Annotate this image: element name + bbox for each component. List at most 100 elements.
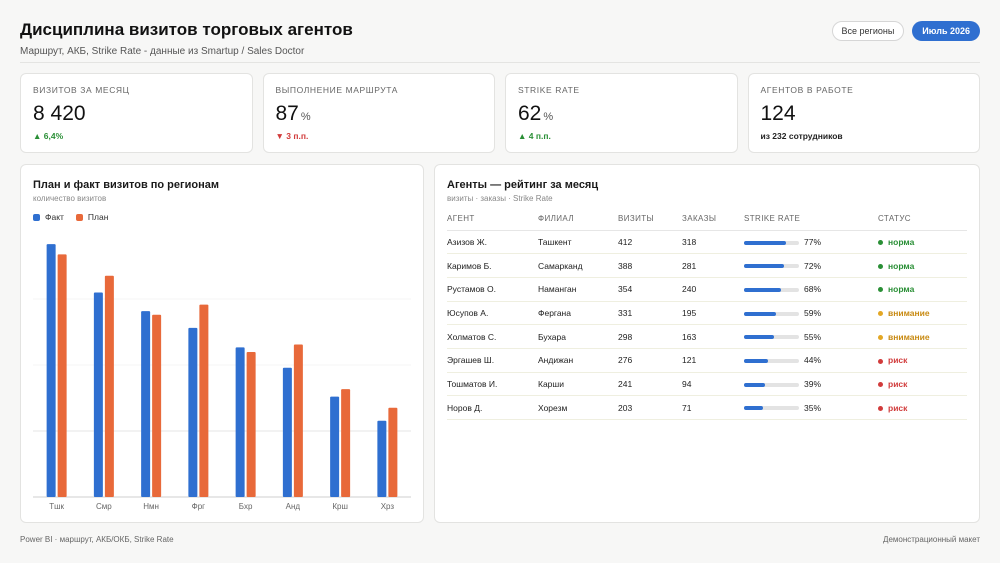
agent-name: Каримов Б. [447, 253, 538, 278]
bar-fact-1[interactable] [93, 292, 103, 497]
visits-value: 241 [618, 372, 682, 397]
status-cell: внимание [878, 324, 967, 349]
x-tick-label: Фрг [192, 502, 206, 511]
x-tick-label: Нмн [143, 502, 159, 511]
status-label: норма [888, 260, 915, 271]
status-label: норма [888, 284, 915, 295]
strike-rate-value: 39% [804, 378, 822, 389]
agent-name: Тошматов И. [447, 372, 538, 397]
legend-item-fact[interactable]: Факт [33, 212, 64, 222]
strike-rate-bar [744, 240, 799, 245]
status-badge: риск [878, 355, 907, 365]
column-header-branch[interactable]: Филиал [538, 208, 618, 231]
status-dot-icon [878, 287, 883, 293]
agent-name: Юсупов А. [447, 301, 538, 326]
strike-rate-value: 55% [804, 331, 822, 342]
table-row[interactable]: Каримов Б. Самарканд 388 281 72% норма [447, 253, 967, 278]
strike-rate-bar-fill [744, 240, 787, 245]
strike-rate-bar-fill [744, 406, 764, 411]
legend-label: Факт [45, 212, 64, 222]
visits-value: 276 [618, 348, 682, 373]
status-label: риск [888, 355, 908, 366]
orders-value: 281 [682, 253, 744, 278]
table-row[interactable]: Норов Д. Хорезм 203 71 35% риск [447, 395, 967, 420]
orders-value: 240 [682, 277, 744, 302]
strike-rate-value: 77% [804, 236, 822, 247]
strike-rate-bar-fill [744, 359, 769, 364]
bar-plan-5[interactable] [293, 344, 303, 497]
kpi-label: Визитов за месяц [33, 85, 130, 95]
table-row[interactable]: Эргашев Ш. Андижан 276 121 44% риск [447, 348, 967, 373]
region-filter-button[interactable]: Все регионы [831, 21, 905, 41]
status-cell: риск [878, 348, 967, 373]
strike-rate-bar-fill [744, 311, 777, 316]
orders-value: 71 [682, 395, 744, 420]
status-dot-icon [878, 263, 883, 269]
x-tick-label: Смр [96, 502, 112, 511]
bar-fact-2[interactable] [141, 311, 151, 497]
chart-title: План и факт визитов по регионам [33, 179, 219, 191]
table-row[interactable]: Тошматов И. Карши 241 94 39% риск [447, 372, 967, 397]
legend-item-plan[interactable]: План [75, 212, 108, 222]
strike-rate-bar-fill [744, 287, 782, 292]
legend-swatch [75, 213, 83, 221]
strike-rate-bar [744, 264, 799, 269]
status-dot-icon [878, 358, 883, 364]
bar-plan-4[interactable] [246, 351, 256, 497]
bar-plan-0[interactable] [57, 254, 67, 497]
bar-plan-6[interactable] [341, 389, 351, 497]
visits-value: 203 [618, 395, 682, 420]
table-row[interactable]: Холматов С. Бухара 298 163 55% внимание [447, 324, 967, 349]
kpi-value: 124 [760, 102, 796, 125]
branch-name: Ташкент [538, 230, 618, 255]
bar-fact-5[interactable] [282, 367, 292, 497]
x-tick-label: Бхр [239, 502, 253, 511]
branch-name: Наманган [538, 277, 618, 302]
kpi-delta: ▲ 6,4% [33, 131, 64, 141]
bar-plan-2[interactable] [152, 314, 162, 497]
header-divider [20, 62, 980, 63]
column-header-status[interactable]: Статус [878, 208, 967, 231]
status-badge: внимание [878, 308, 930, 318]
month-filter-button[interactable]: Июль 2026 [912, 21, 980, 41]
column-header-orders[interactable]: Заказы [682, 208, 744, 231]
status-cell: норма [878, 253, 967, 278]
column-header-visits[interactable]: Визиты [618, 208, 682, 231]
agent-name: Норов Д. [447, 395, 538, 420]
branch-name: Самарканд [538, 253, 618, 278]
table-header-row: Агент Филиал Визиты Заказы Strike Rate С… [447, 208, 967, 231]
kpi-card-strike-rate: Strike Rate 62% ▲ 4 п.п. [505, 73, 738, 153]
agent-name: Рустамов О. [447, 277, 538, 302]
table-row[interactable]: Азизов Ж. Ташкент 412 318 77% норма [447, 230, 967, 255]
branch-name: Хорезм [538, 395, 618, 420]
legend-swatch [33, 213, 40, 221]
status-cell: норма [878, 230, 967, 255]
bar-fact-3[interactable] [188, 327, 198, 497]
strike-rate-bar [744, 287, 799, 292]
bar-plan-1[interactable] [104, 275, 114, 497]
bar-plan-3[interactable] [199, 304, 209, 497]
bar-fact-0[interactable] [46, 244, 56, 497]
status-label: внимание [888, 331, 930, 342]
bar-fact-6[interactable] [330, 396, 340, 497]
status-badge: риск [878, 403, 907, 413]
table-row[interactable]: Юсупов А. Фергана 331 195 59% внимание [447, 301, 967, 326]
column-header-agent[interactable]: Агент [447, 208, 538, 231]
branch-name: Андижан [538, 348, 618, 373]
strike-rate-bar-fill [744, 264, 784, 269]
x-tick-label: Крш [332, 502, 348, 511]
kpi-label: Агентов в работе [760, 85, 854, 95]
status-dot-icon [878, 311, 883, 317]
bar-plan-7[interactable] [388, 407, 398, 497]
status-dot-icon [878, 405, 883, 411]
bar-fact-7[interactable] [377, 420, 387, 497]
visits-value: 298 [618, 324, 682, 349]
footer-note: Демонстрационный макет [883, 535, 980, 544]
bar-fact-4[interactable] [235, 347, 245, 497]
page-subtitle: Маршрут, АКБ, Strike Rate - данные из Sm… [20, 46, 305, 57]
kpi-value: 62% [518, 102, 554, 125]
footer-source: Power BI · маршрут, АКБ/ОКБ, Strike Rate [20, 535, 174, 544]
column-header-strike-rate[interactable]: Strike Rate [744, 208, 878, 231]
status-badge: норма [878, 237, 914, 247]
table-row[interactable]: Рустамов О. Наманган 354 240 68% норма [447, 277, 967, 302]
